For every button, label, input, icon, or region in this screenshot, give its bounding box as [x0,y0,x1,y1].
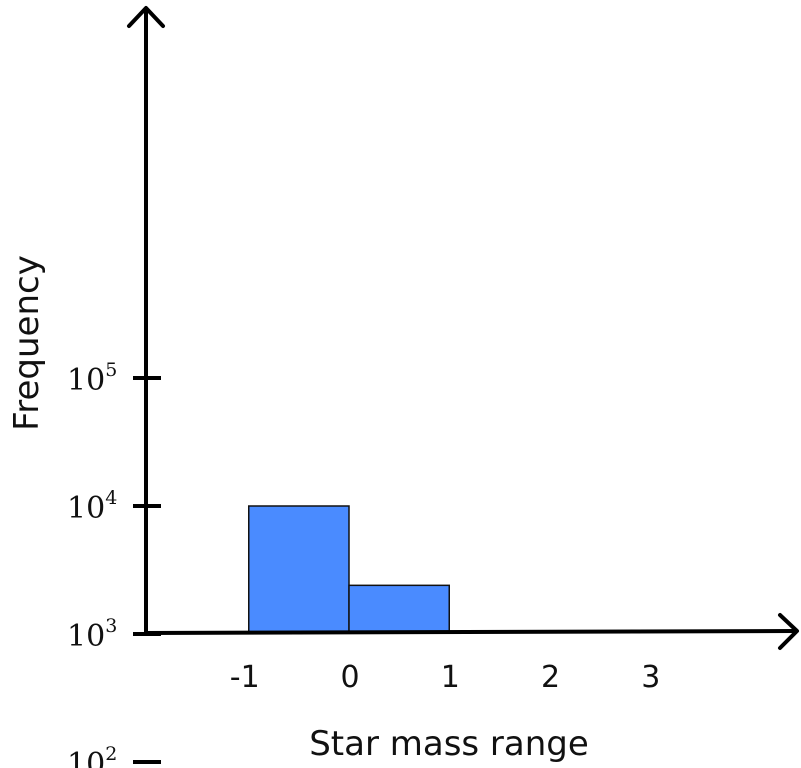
y-tick-label-3: 105 [67,359,117,398]
x-axis-label: Star mass range [309,724,589,764]
histogram-bar-1 [348,584,450,633]
x-tick-label-2: 1 [441,660,460,695]
x-tick-label-0: -1 [230,660,260,695]
y-tick-label-1: 103 [67,615,117,654]
y-tick-label-0: 102 [67,743,117,768]
x-ticks-group: -1 0 1 2 3 [230,660,661,695]
bars-group [248,505,450,633]
x-tick-label-1: 0 [340,660,359,695]
axes-group [127,6,799,650]
x-axis-line [143,629,797,635]
x-tick-label-4: 3 [641,660,660,695]
y-tick-label-2: 104 [67,487,117,526]
y-axis-label: Frequency [7,255,47,431]
histogram-bar-0 [248,505,350,633]
x-axis-arrow [778,613,799,650]
x-tick-label-3: 2 [541,660,560,695]
y-ticks-group: 102 103 104 105 [67,359,161,768]
y-axis-arrow [127,6,165,28]
